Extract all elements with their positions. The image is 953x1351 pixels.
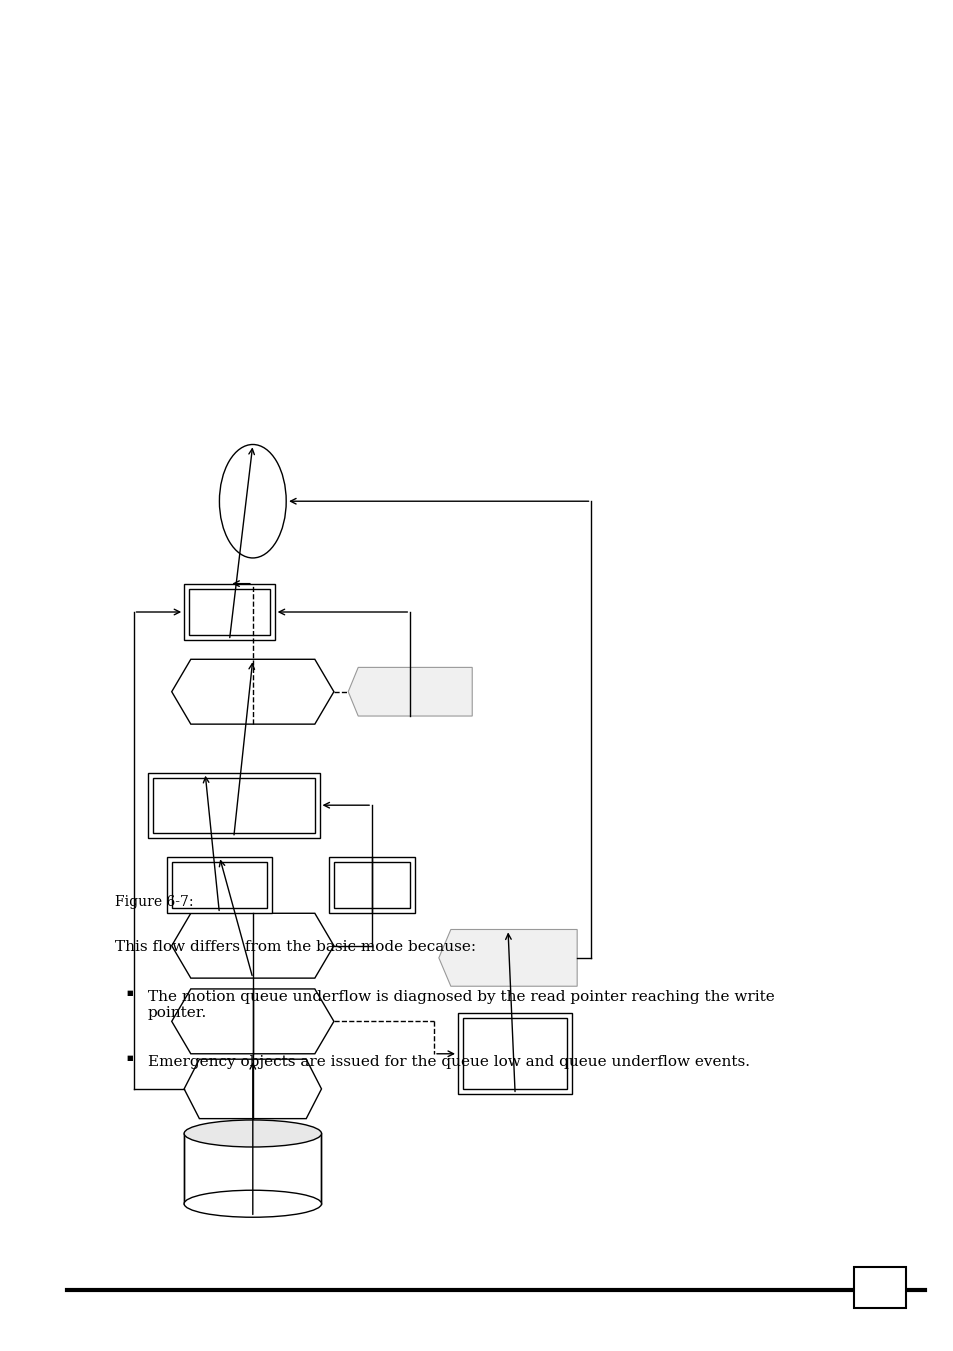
Bar bbox=[853, 1267, 905, 1308]
Bar bbox=[148, 773, 319, 838]
Polygon shape bbox=[348, 667, 472, 716]
Bar bbox=[152, 778, 314, 832]
Bar bbox=[329, 857, 415, 913]
Text: ■: ■ bbox=[126, 1055, 132, 1061]
Text: ■: ■ bbox=[126, 990, 132, 996]
Polygon shape bbox=[184, 1059, 321, 1119]
Bar bbox=[184, 584, 274, 640]
Text: This flow differs from the basic mode because:: This flow differs from the basic mode be… bbox=[115, 940, 476, 954]
Bar bbox=[462, 1019, 567, 1089]
Ellipse shape bbox=[184, 1190, 321, 1217]
Text: The motion queue underflow is diagnosed by the read pointer reaching the write
p: The motion queue underflow is diagnosed … bbox=[148, 990, 774, 1020]
Ellipse shape bbox=[184, 1120, 321, 1147]
Bar bbox=[172, 862, 267, 908]
Text: Figure 6-7:: Figure 6-7: bbox=[115, 894, 193, 909]
Text: Emergency objects are issued for the queue low and queue underflow events.: Emergency objects are issued for the que… bbox=[148, 1055, 749, 1069]
Bar bbox=[457, 1013, 572, 1094]
Polygon shape bbox=[172, 659, 334, 724]
Polygon shape bbox=[172, 913, 334, 978]
Polygon shape bbox=[438, 929, 577, 986]
Bar bbox=[184, 1133, 321, 1204]
Bar bbox=[167, 857, 272, 913]
Ellipse shape bbox=[219, 444, 286, 558]
Polygon shape bbox=[172, 989, 334, 1054]
Bar bbox=[189, 589, 270, 635]
Bar bbox=[334, 862, 410, 908]
